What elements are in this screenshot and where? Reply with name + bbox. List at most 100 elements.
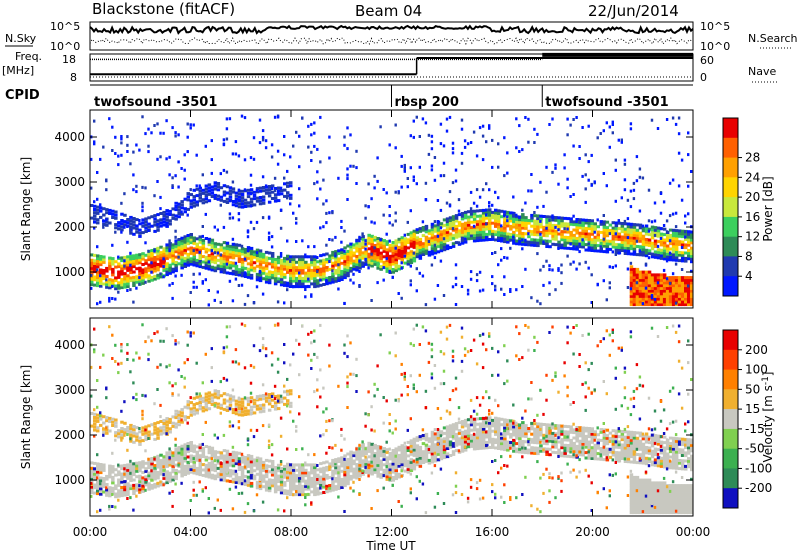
velocity-cell (343, 473, 347, 477)
power-cell (629, 265, 634, 269)
power-noise (373, 186, 376, 190)
power-cell (210, 254, 215, 258)
power-cell (385, 264, 389, 268)
power-cell (644, 243, 649, 247)
power-cell (126, 266, 130, 270)
velocity-cell (337, 473, 341, 477)
power-cell (319, 283, 323, 287)
power-cell (605, 242, 610, 246)
power-noise (599, 246, 602, 250)
power-cell (677, 276, 682, 280)
power-noise (509, 290, 512, 293)
power-cell (515, 242, 519, 246)
power-cell (379, 254, 383, 258)
velocity-cell (340, 464, 344, 468)
power-noise (433, 256, 437, 260)
power-cell (668, 289, 673, 293)
power-cell (687, 294, 691, 298)
power-cell (469, 226, 474, 230)
power-noise (228, 216, 232, 220)
power-cell (463, 235, 468, 239)
velocity-cell (192, 412, 196, 416)
power-noise (572, 260, 575, 264)
power-cell (129, 257, 133, 261)
power-cell (234, 204, 239, 208)
velocity-cell (286, 392, 290, 396)
velocity-cell (252, 411, 257, 415)
power-cell (448, 221, 453, 225)
velocity-noise (316, 388, 319, 392)
power-noise (147, 229, 150, 232)
velocity-cell (207, 456, 212, 460)
power-cell (123, 261, 127, 265)
power-noise (249, 204, 253, 208)
velocity-cell (219, 456, 224, 460)
power-noise (129, 229, 132, 233)
velocity-cell (216, 472, 221, 476)
power-cell (258, 202, 263, 206)
velocity-noise (234, 360, 238, 364)
power-cell (123, 223, 127, 227)
velocity-noise (141, 417, 144, 421)
power-cell (506, 210, 510, 214)
power-noise (273, 176, 277, 180)
power-cell (361, 256, 365, 260)
velocity-cell (147, 430, 151, 434)
power-cell (671, 247, 676, 251)
velocity-cell (159, 464, 163, 468)
velocity-noise (231, 445, 235, 449)
power-cell (264, 275, 269, 279)
power-cell (653, 273, 658, 277)
power-noise (509, 246, 512, 250)
velocity-cell (201, 406, 206, 410)
power-noise (382, 278, 385, 282)
power-cell (159, 224, 163, 228)
velocity-cell (249, 476, 254, 480)
power-noise (409, 166, 412, 170)
velocity-cell (165, 429, 169, 433)
power-cell (117, 262, 121, 266)
velocity-cell (180, 447, 184, 451)
power-cell (632, 281, 637, 285)
velocity-noise (243, 396, 247, 400)
velocity-cell (135, 483, 139, 487)
velocity-cell (204, 445, 209, 448)
velocity-noise (90, 365, 93, 369)
power-cell (216, 242, 221, 246)
power-cell (246, 275, 251, 279)
power-cell (545, 242, 549, 246)
velocity-cell (192, 463, 196, 467)
power-cell (641, 297, 646, 301)
velocity-cell (117, 489, 121, 493)
power-cell (548, 223, 552, 227)
power-noise (156, 223, 159, 226)
power-cell (644, 224, 649, 228)
power-cell (279, 269, 284, 273)
power-cell (466, 237, 471, 241)
power-cell (533, 233, 537, 237)
power-cell (129, 215, 133, 219)
power-cell (569, 217, 573, 221)
power-noise (687, 284, 690, 288)
velocity-noise (195, 493, 198, 497)
velocity-cell (171, 462, 175, 466)
velocity-cell (168, 471, 172, 475)
velocity-cell (90, 474, 94, 478)
power-noise (376, 281, 379, 285)
power-noise (457, 198, 461, 202)
power-noise (316, 270, 319, 273)
power-cell (201, 247, 206, 250)
velocity-cell (319, 478, 323, 482)
power-cell (644, 248, 649, 252)
power-cell (644, 227, 649, 231)
power-noise (647, 188, 651, 192)
power-cell (255, 187, 260, 191)
power-cell (222, 184, 227, 188)
power-cell (180, 244, 184, 248)
power-cell (641, 240, 646, 244)
power-cell (240, 266, 245, 270)
power-cell (674, 253, 679, 257)
power-cell (463, 221, 468, 225)
power-noise (252, 136, 256, 140)
velocity-noise (159, 363, 162, 367)
